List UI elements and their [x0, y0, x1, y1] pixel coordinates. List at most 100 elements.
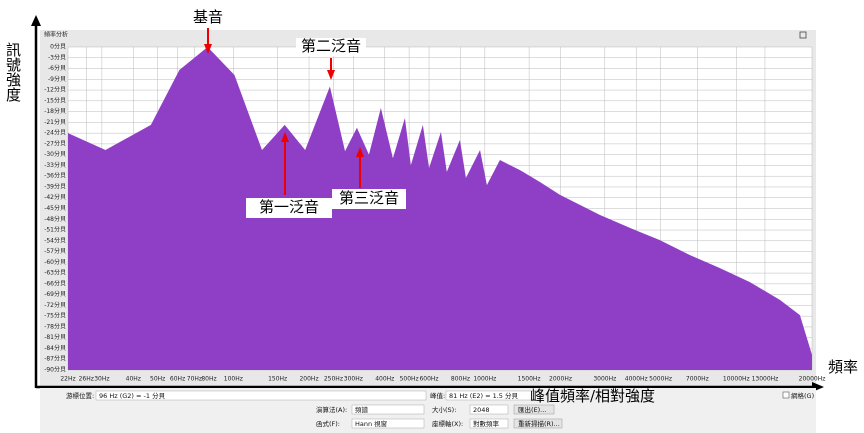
x-tick-label: 22Hz — [60, 376, 75, 383]
size-label: 大小(S): — [432, 405, 456, 414]
x-tick-label: 3000Hz — [593, 376, 616, 383]
y-tick-label: -39分貝 — [44, 182, 66, 190]
algorithm[interactable]: 頻譜 — [355, 405, 369, 414]
y-tick-label: -78分貝 — [44, 322, 66, 330]
checkbox[interactable] — [782, 391, 790, 399]
y-tick-label: -36分貝 — [44, 172, 66, 180]
window-title: 頻率分析 — [44, 31, 68, 39]
label-box — [296, 38, 366, 56]
y-tick-label: -27分貝 — [44, 139, 66, 147]
x-tick-label: 500Hz — [400, 376, 419, 383]
maximize-button[interactable] — [799, 31, 807, 39]
button[interactable] — [513, 404, 555, 415]
y-tick-label: -9分貝 — [48, 75, 66, 83]
text-field — [95, 390, 427, 401]
cursor-value: 96 Hz (G2) = -1 分貝 — [99, 391, 166, 400]
x-tick-label: 40Hz — [126, 376, 141, 383]
arrow-head — [281, 132, 289, 142]
x-tick-label: 250Hz — [324, 376, 343, 383]
y-tick-label: -12分貝 — [44, 86, 66, 94]
x-axis-label: 頻率 — [828, 358, 858, 376]
y-axis-label: 訊號強度 — [4, 42, 22, 102]
arrow-head — [327, 70, 335, 80]
axis[interactable]: 對數頻率 — [473, 419, 500, 428]
text-field — [445, 390, 541, 401]
y-tick-label: 0分貝 — [50, 43, 66, 51]
x-tick-label: 200Hz — [299, 376, 318, 383]
x-tick-label: 26Hz — [79, 376, 94, 383]
rescan-button[interactable]: 重新掃描(R)... — [518, 419, 560, 428]
x-tick-label: 80Hz — [201, 376, 216, 383]
y-tick-label: -54分貝 — [44, 236, 66, 244]
peak-label: 峰值: — [430, 391, 445, 400]
x-tick-label: 5000Hz — [649, 376, 672, 383]
dropdown[interactable] — [351, 418, 425, 429]
annotation: 第一泛音 — [259, 198, 319, 216]
annotation: 第二泛音 — [301, 37, 361, 55]
x-tick-label: 2000Hz — [549, 376, 572, 383]
size[interactable]: 2048 — [473, 406, 490, 414]
grid-checkbox-label[interactable]: 網格(G) — [791, 391, 814, 400]
y-tick-label: -45分貝 — [44, 204, 66, 212]
arrow-head — [31, 15, 41, 26]
button[interactable] — [513, 418, 563, 429]
y-tick-label: -48分貝 — [44, 215, 66, 223]
y-tick-label: -15分貝 — [44, 96, 66, 104]
peak-value: 81 Hz (E2) = 1.5 分貝 — [449, 391, 518, 400]
export-button[interactable]: 匯出(E)... — [518, 405, 546, 414]
dropdown[interactable] — [469, 418, 509, 429]
y-tick-label: -51分貝 — [44, 226, 66, 234]
function[interactable]: Hann 視窗 — [355, 419, 387, 428]
x-tick-label: 100Hz — [224, 376, 243, 383]
y-tick-label: -63分貝 — [44, 269, 66, 277]
y-tick-label: -57分貝 — [44, 247, 66, 255]
y-tick-label: -42分貝 — [44, 193, 66, 201]
dropdown[interactable] — [469, 404, 509, 415]
function-label: 函式(F): — [316, 419, 340, 428]
y-tick-label: -3分貝 — [48, 53, 66, 61]
y-tick-label: -21分貝 — [44, 118, 66, 126]
y-tick-label: -75分貝 — [44, 312, 66, 320]
y-tick-label: -60分貝 — [44, 258, 66, 266]
y-tick-label: -18分貝 — [44, 107, 66, 115]
y-tick-label: -6分貝 — [48, 64, 66, 72]
x-tick-label: 60Hz — [170, 376, 185, 383]
x-tick-label: 1500Hz — [518, 376, 541, 383]
x-tick-label: 400Hz — [375, 376, 394, 383]
x-tick-label: 70Hz — [187, 376, 202, 383]
x-tick-label: 150Hz — [268, 376, 287, 383]
y-tick-label: -90分貝 — [44, 366, 66, 374]
x-tick-label: 30Hz — [94, 376, 109, 383]
annotation: 第三泛音 — [339, 189, 399, 207]
axis-label: 座標軸(X): — [432, 419, 463, 428]
x-tick-label: 800Hz — [451, 376, 470, 383]
cursor-label: 游標位置: — [66, 391, 94, 400]
x-tick-label: 50Hz — [150, 376, 165, 383]
y-tick-label: -81分貝 — [44, 333, 66, 341]
y-tick-label: -87分貝 — [44, 355, 66, 363]
x-tick-label: 300Hz — [344, 376, 363, 383]
spectrum-area — [68, 47, 812, 370]
x-tick-label: 1000Hz — [473, 376, 496, 383]
y-tick-label: -33分貝 — [44, 161, 66, 169]
arrow-head — [356, 147, 364, 157]
x-tick-label: 600Hz — [419, 376, 438, 383]
x-tick-label: 7000Hz — [686, 376, 709, 383]
annotation: 基音 — [193, 8, 223, 26]
x-tick-label: 20000Hz — [799, 376, 826, 383]
y-tick-label: -72分貝 — [44, 301, 66, 309]
arrow-head — [204, 44, 212, 54]
y-tick-label: -30分貝 — [44, 150, 66, 158]
dropdown[interactable] — [351, 404, 425, 415]
label-box — [332, 189, 406, 209]
label-box — [246, 198, 332, 218]
y-tick-label: -24分貝 — [44, 129, 66, 137]
x-tick-label: 10000Hz — [723, 376, 750, 383]
peak-caption: 峰值頻率/相對強度 — [530, 387, 655, 405]
y-tick-label: -69分貝 — [44, 290, 66, 298]
algorithm-label: 演算法(A): — [316, 405, 347, 414]
x-tick-label: 13000Hz — [752, 376, 779, 383]
y-tick-label: -66分貝 — [44, 279, 66, 287]
x-tick-label: 4000Hz — [625, 376, 648, 383]
